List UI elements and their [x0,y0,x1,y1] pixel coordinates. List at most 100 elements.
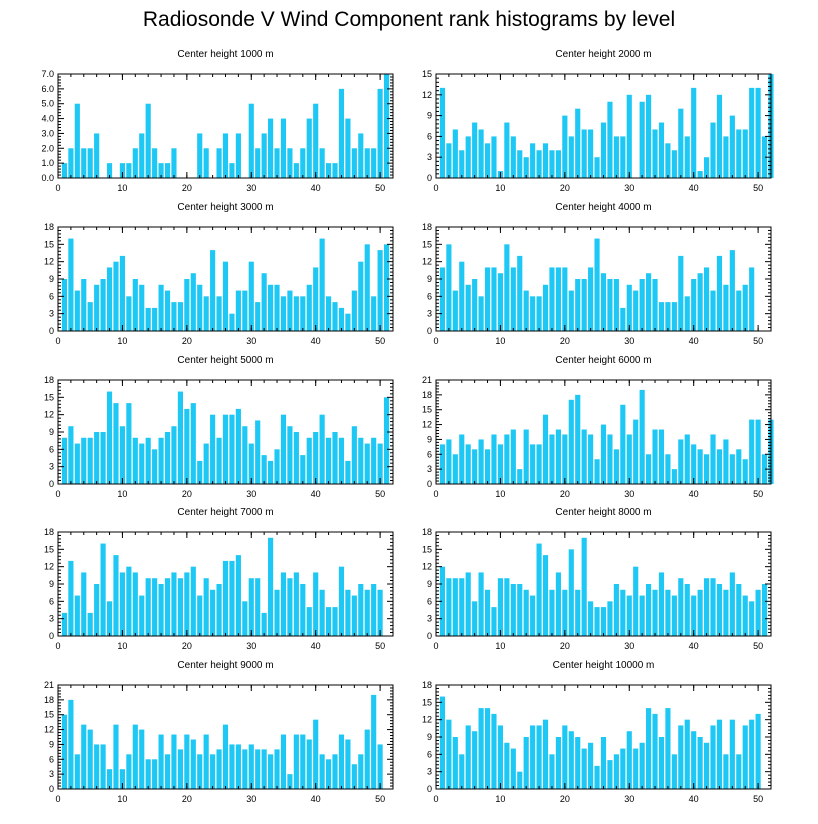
histogram-bar [126,403,132,484]
histogram-bar [446,244,452,331]
histogram-bar [171,148,177,178]
y-tick-label: 9 [49,274,54,284]
y-tick-label: 15 [422,239,432,249]
histogram-bar [235,133,241,178]
histogram-bar [581,429,587,484]
histogram-bar [113,261,119,331]
histogram-bar [306,437,312,484]
histogram-bar [280,296,287,331]
histogram-bar [497,273,503,331]
histogram-bar [710,725,716,789]
histogram-bar [242,426,248,484]
histogram-bar [581,748,587,789]
histogram-panel-1: Center height 1000 m 0 10 20 30 40 50 0.0 1.0 2.0… [41,49,394,193]
histogram-bar [203,296,209,331]
histogram-bar [658,572,665,636]
histogram-bar [478,129,484,178]
histogram-bar [723,754,729,789]
histogram-bar [755,713,761,789]
histogram-bar [491,136,497,178]
histogram-bar [171,734,177,789]
histogram-bar [313,432,319,484]
histogram-bar [145,759,151,789]
histogram-bar [510,136,516,178]
histogram-bar [575,394,581,484]
histogram-bar [613,449,619,484]
x-tick-label: 30 [624,336,634,346]
panel-title: Center height 9000 m [177,660,273,671]
histogram-bar [491,267,497,331]
y-tick-label: 18 [44,375,54,385]
histogram-bar [678,578,684,636]
histogram-bar [446,719,452,789]
histogram-bar [575,737,581,789]
histogram-bar [497,725,503,789]
histogram-bar [684,719,690,789]
histogram-bar [197,133,203,178]
histogram-bar [691,595,697,636]
histogram-bar [358,754,364,789]
histogram-bar [736,290,742,331]
histogram-bar [139,284,145,331]
histogram-bar [268,754,274,789]
histogram-bar [581,537,587,636]
histogram-bar [94,584,100,636]
histogram-bar [678,439,684,484]
histogram-bar [197,595,203,636]
x-tick-label: 50 [753,794,763,804]
x-tick-label: 20 [560,489,570,499]
histogram-bar [742,725,748,789]
histogram-bar [274,749,280,789]
x-tick-label: 10 [117,183,127,193]
histogram-bar [81,724,87,789]
y-tick-label: 21 [422,375,432,385]
histogram-bar [530,444,536,484]
histogram-bar [306,739,312,789]
histogram-bar [439,87,446,178]
histogram-bar [222,560,229,636]
histogram-bar [319,589,325,636]
histogram-bar [274,148,280,178]
histogram-bar [248,261,254,331]
y-tick-label: 18 [422,527,432,537]
histogram-bar [555,429,561,484]
y-tick-label: 0 [427,326,432,336]
histogram-bar [74,754,80,789]
y-tick-label: 3 [427,767,432,777]
histogram-bar [710,290,716,331]
x-tick-label: 50 [375,794,385,804]
histogram-bar [665,708,671,789]
histogram-bar [729,719,735,789]
y-tick-label: 12 [44,562,54,572]
histogram-bar [646,454,652,484]
histogram-bar [658,122,665,178]
histogram-bar [81,279,87,331]
histogram-bar [371,694,377,789]
histogram-bar [530,143,536,178]
histogram-bar [626,595,632,636]
histogram-bar [235,744,241,789]
histogram-bar [229,414,235,484]
histogram-bar [139,729,145,789]
x-tick-label: 50 [753,183,763,193]
histogram-bar [377,443,383,484]
histogram-bar [274,284,280,331]
x-tick-label: 10 [117,641,127,651]
histogram-bar [626,284,632,331]
histogram-bar [484,589,491,636]
histogram-bar [184,408,190,484]
histogram-bar [459,261,465,331]
histogram-bar [255,148,261,178]
histogram-bar [197,754,203,789]
histogram-bar [729,115,735,178]
histogram-bar [68,238,74,331]
histogram-bar [287,578,293,636]
histogram-bar [248,103,254,178]
y-tick-label: 3 [427,614,432,624]
histogram-bar [562,589,568,636]
histogram-bar [697,449,703,484]
histogram-bar [364,443,370,484]
histogram-bar [723,136,729,178]
histogram-bar [742,459,748,484]
histogram-bar [562,267,568,331]
